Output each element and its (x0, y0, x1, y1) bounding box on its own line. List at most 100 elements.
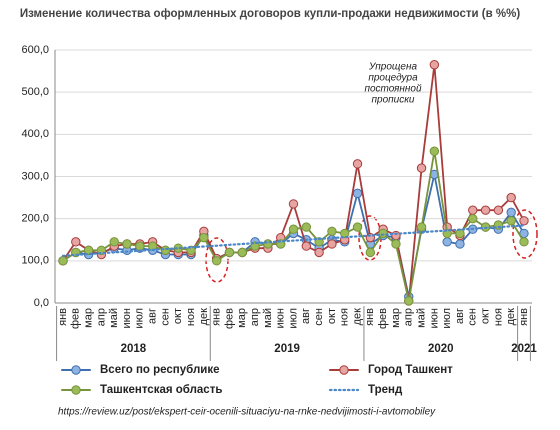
y-tick-label: 600,0 (21, 44, 49, 56)
x-tick-label: сен (467, 308, 479, 326)
point (455, 239, 465, 249)
legend-label: Тренд (368, 384, 403, 396)
x-tick-label: апр (403, 308, 415, 326)
x-tick-label: ноя (492, 308, 504, 326)
x-tick-label: июн (121, 308, 133, 328)
y-tick-label: 0,0 (34, 297, 49, 309)
point (135, 241, 145, 251)
x-tick-label: окт (172, 308, 184, 324)
point (506, 207, 516, 218)
point (352, 188, 363, 199)
point (211, 256, 222, 266)
point (404, 296, 414, 306)
y-tick-label: 500,0 (21, 86, 49, 98)
x-tick-label: июл (134, 308, 146, 329)
point (109, 237, 119, 247)
point (288, 199, 299, 209)
point (391, 239, 401, 249)
year-label: 2018 (121, 343, 147, 355)
legend-marker (71, 385, 81, 395)
point (365, 247, 376, 258)
point (506, 216, 516, 226)
y-tick-label: 400,0 (21, 128, 49, 140)
point (122, 239, 132, 249)
point (468, 205, 478, 215)
point (352, 159, 363, 169)
x-tick-label: мар (390, 308, 402, 328)
point (224, 247, 235, 258)
x-tick-label: янв (211, 308, 223, 326)
point (416, 163, 427, 173)
y-tick-label: 300,0 (21, 170, 49, 182)
year-label: 2019 (274, 343, 300, 355)
annotation: прописки (372, 95, 415, 106)
y-tick-label: 200,0 (21, 213, 49, 225)
point (340, 228, 350, 239)
x-tick-label: июл (441, 308, 453, 329)
point (519, 216, 529, 226)
legend-label: Всего по республике (100, 364, 219, 376)
year-label: 2021 (511, 343, 537, 355)
x-tick-label: сен (159, 308, 171, 326)
highlight (512, 209, 538, 259)
legend-label: Город Ташкент (368, 364, 453, 376)
point (173, 243, 183, 253)
legend-marker (339, 365, 349, 375)
x-tick-label: дек (351, 308, 363, 326)
point (237, 247, 247, 258)
x-tick-label: сен (313, 308, 325, 326)
chart-title: Изменение количества оформленных договор… (20, 8, 520, 20)
point (199, 232, 209, 243)
source: https://review.uz/post/ekspert-ceir-ocen… (58, 407, 436, 418)
year-label: 2020 (428, 343, 454, 355)
x-tick-label: окт (326, 308, 338, 324)
point (58, 256, 68, 266)
x-tick-label: ноя (185, 308, 197, 326)
x-tick-label: авг (454, 308, 466, 324)
point (468, 213, 478, 224)
series-line (62, 64, 525, 302)
x-tick-label: май (262, 308, 274, 328)
x-tick-label: ноя (339, 308, 351, 326)
legend-label: Ташкентская область (100, 384, 222, 396)
point (416, 222, 427, 232)
x-tick-label: янв (364, 308, 376, 326)
x-tick-label: май (108, 308, 120, 328)
point (391, 230, 401, 241)
x-tick-label: янв (518, 308, 530, 326)
x-tick-label: май (415, 308, 427, 328)
point (327, 226, 337, 237)
point (429, 60, 440, 70)
x-tick-label: дек (505, 308, 517, 326)
point (288, 224, 299, 234)
point (506, 192, 516, 203)
point (314, 247, 324, 258)
point (301, 222, 312, 232)
point (442, 237, 452, 247)
point (327, 239, 337, 249)
x-tick-label: июн (428, 308, 440, 328)
point (480, 205, 491, 215)
point (519, 237, 529, 247)
point (83, 245, 94, 255)
x-tick-label: июн (275, 308, 287, 328)
point (71, 237, 81, 247)
point (493, 205, 504, 215)
x-tick-label: апр (249, 308, 261, 326)
highlight (205, 237, 229, 283)
point (301, 241, 312, 251)
point (352, 222, 363, 232)
x-tick-label: авг (300, 308, 312, 324)
point (314, 237, 324, 247)
x-tick-label: фев (223, 308, 235, 329)
x-tick-label: фев (377, 308, 389, 329)
annotation: Упрощена (368, 62, 417, 73)
x-tick-label: окт (479, 308, 491, 324)
point (429, 146, 440, 156)
y-tick-label: 100,0 (21, 255, 49, 267)
x-tick-label: мар (83, 308, 95, 328)
x-tick-label: дек (198, 308, 210, 326)
annotation: постоянной (364, 84, 422, 95)
x-tick-label: янв (57, 308, 69, 326)
